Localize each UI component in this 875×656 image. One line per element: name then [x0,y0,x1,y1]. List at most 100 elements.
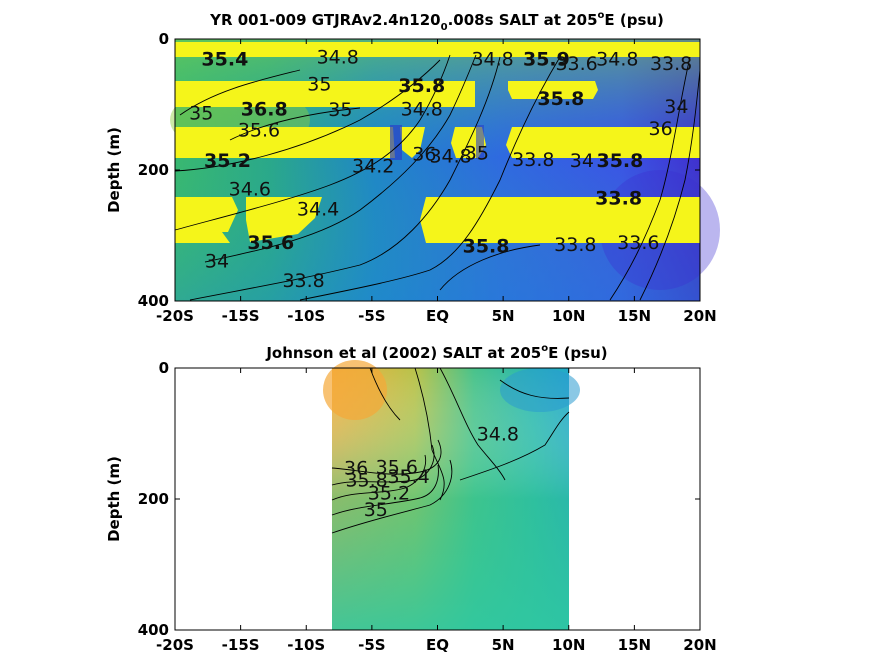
contour-line [174,54,451,231]
contour-label: 35.8 [398,75,445,97]
contour-label: 34 [570,150,594,172]
top-stripes [175,42,700,243]
bottom-panel: Johnson et al (2002) SALT at 205oE (psu)… [105,343,717,654]
x-tick-label: -5S [358,636,385,654]
contour-label: 36 [649,118,673,140]
top-plot-area: 35.4 34.835 35.835 36.8 35 34.835.634.235.234… [170,39,720,301]
x-tick-label: -15S [222,307,260,325]
y-tick-label: 200 [138,161,169,179]
y-tick-label: 400 [138,621,169,639]
contour-label: 35 [307,74,331,96]
contour-label: 35.6 [376,456,418,478]
x-tick-label: 15N [618,307,651,325]
contour-line [331,454,427,501]
bottom-contours [331,367,570,534]
contour-label: 35.2 [368,482,410,504]
contour-label: 36.8 [241,98,288,120]
contour-label: 35.6 [247,232,294,254]
contour-label: 34 [205,250,229,272]
contour-label: 36 [412,144,436,166]
x-tick-label: 5N [492,636,515,654]
contour-line [439,367,506,481]
bottom-y-axis-label: Depth (m) [105,456,123,542]
contour-label: 35.8 [345,469,387,491]
contour-label: 34.2 [352,155,394,177]
contour-label: 33.8 [650,53,692,75]
x-tick-label: EQ [426,636,449,654]
top-dark-streak-1 [390,125,402,160]
top-stripe-1 [175,42,700,57]
contour-label: 34.8 [317,47,359,69]
x-tick-label: EQ [426,307,449,325]
contour-label: 34.8 [477,424,519,446]
contour-label: 35.8 [463,235,510,257]
x-tick-label: 10N [552,636,585,654]
contour-label: 35 [328,99,352,121]
x-tick-label: -10S [287,636,325,654]
y-tick-label: 400 [138,292,169,310]
contour-label: 36 [344,458,368,480]
contour-line [204,54,477,263]
contour-line [369,367,401,421]
contour-label: 35.4 [201,49,248,71]
bottom-panel-title: Johnson et al (2002) SALT at 205oE (psu) [265,343,607,362]
y-tick-label: 0 [159,30,169,48]
x-tick-label: -15S [222,636,260,654]
top-panel: YR 001-009 GTJRAv2.4n1200.008s SALT at 2… [105,10,720,325]
contour-line [331,444,435,486]
x-tick-label: 20N [683,636,716,654]
contour-label: 34.8 [429,146,471,168]
top-dark-streak-2 [476,125,484,159]
contour-label: 34.8 [596,49,638,71]
contour-line [229,107,361,141]
y-tick-label: 200 [138,490,169,508]
x-tick-label: 5N [492,307,515,325]
contour-label: 33.6 [617,232,659,254]
contour-label: 34.8 [471,49,513,71]
top-stripe-3a [175,127,395,158]
bottom-salty-core [323,360,387,420]
x-tick-label: -10S [287,307,325,325]
contour-label: 34 [664,96,688,118]
contour-line [639,69,701,301]
contour-label: 33.8 [282,270,324,292]
top-stripe-4a [175,197,238,232]
bottom-y-axis: 0 200 400 [138,359,700,639]
contour-label: 35.6 [238,119,280,141]
top-stripe-3b [400,127,425,158]
contour-label: 35 [465,142,489,164]
contour-label: 35 [364,499,388,521]
top-y-axis-label: Depth (m) [105,127,123,213]
top-contour-labels: 35.4 34.835 35.835 36.8 35 34.835.634.235.234… [189,47,692,292]
x-tick-label: 20N [683,307,716,325]
top-stripe-2a [175,81,475,107]
contour-label: 35.9 [523,49,570,71]
top-x-axis: -20S -15S -10S -5S EQ 5N 10N 15N 20N [156,39,717,325]
contour-label: 35.8 [596,150,643,172]
top-stripe-4b [246,197,322,242]
contour-label: 35.4 [387,466,429,488]
top-stripe-4c [420,197,700,243]
contour-line [459,411,570,481]
contour-label: 35.2 [204,150,251,172]
contour-line [331,439,442,475]
contour-label: 35 [189,102,213,124]
contour-line [189,56,501,301]
contour-line [174,59,441,172]
top-contours [174,54,701,301]
contour-label: 34.6 [229,178,271,200]
x-tick-label: 15N [618,636,651,654]
contour-line [331,464,439,516]
contour-line [439,244,541,291]
bottom-x-axis: -20S -15S -10S -5S EQ 5N 10N 15N 20N [156,368,717,654]
top-stripe-2b [508,81,598,99]
top-panel-title: YR 001-009 GTJRAv2.4n1200.008s SALT at 2… [209,10,664,33]
top-stripe-5a [175,232,230,243]
contour-line [499,379,570,399]
top-y-axis: 0 200 400 [138,30,700,310]
x-tick-label: -20S [156,307,194,325]
contour-label: 34.4 [297,199,339,221]
